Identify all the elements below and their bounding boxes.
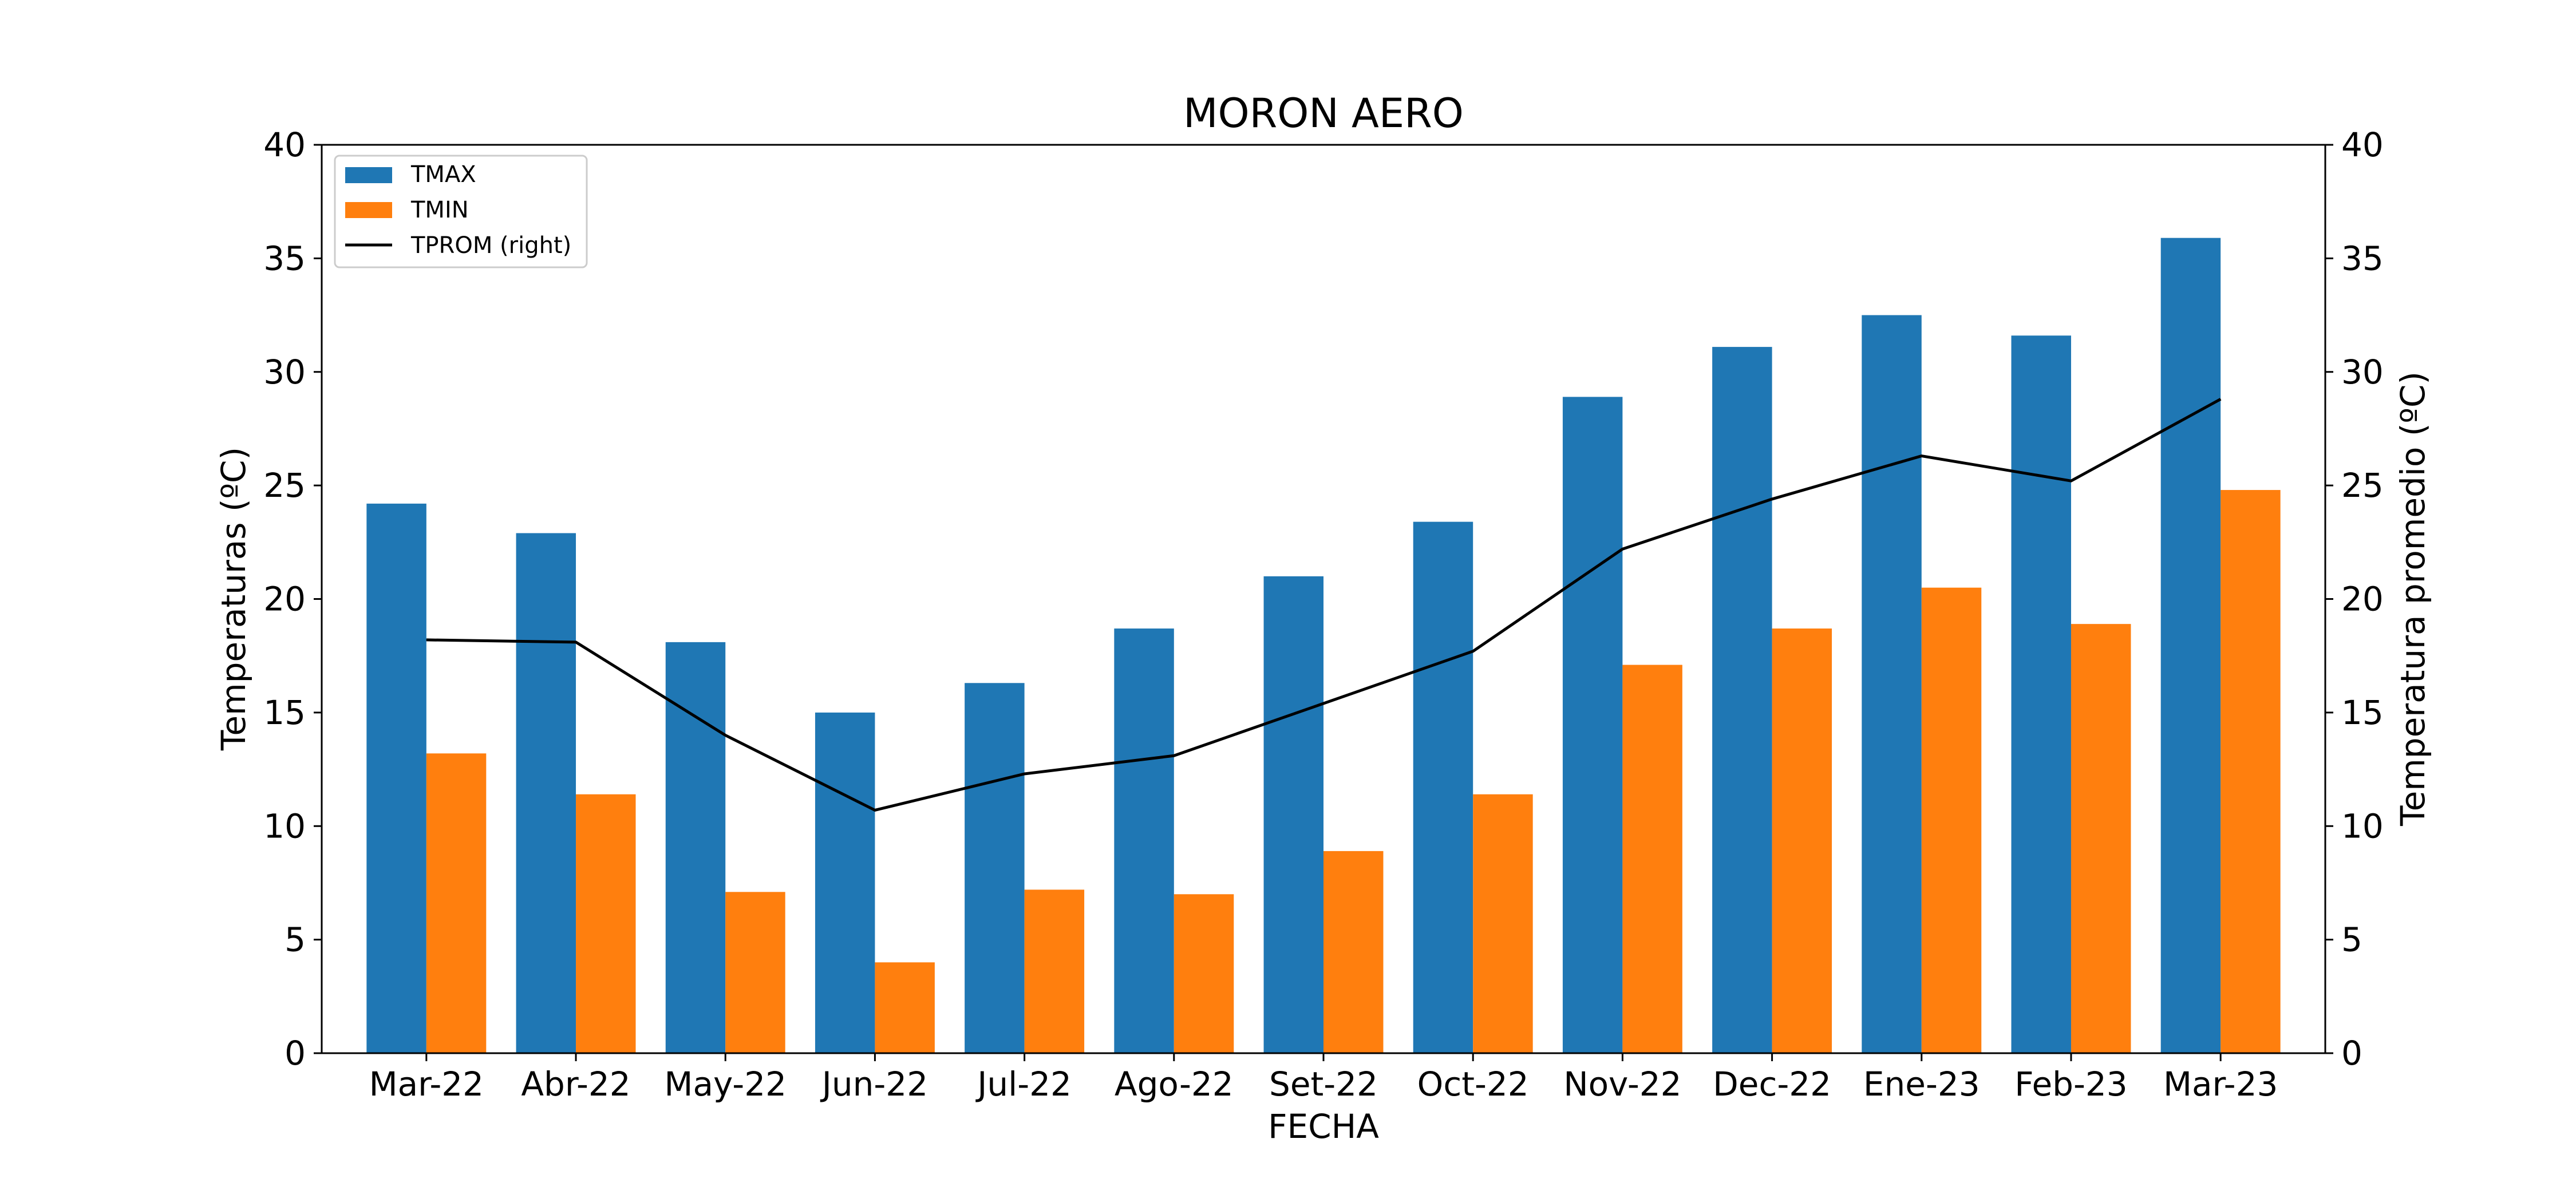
legend-label-tmin: TMIN bbox=[410, 197, 469, 223]
point-tprom-right-set-22 bbox=[1323, 703, 1324, 704]
x-axis-label: FECHA bbox=[1268, 1107, 1379, 1146]
bar-tmax-jun-22 bbox=[815, 712, 875, 1053]
bar-tmax-nov-22 bbox=[1562, 397, 1623, 1053]
legend-swatch-tmin bbox=[345, 202, 392, 218]
bar-tmax-jul-22 bbox=[965, 683, 1025, 1053]
bar-tmin-may-22 bbox=[725, 892, 785, 1053]
bar-tmax-feb-23 bbox=[2011, 335, 2071, 1053]
legend-label-tprom: TPROM (right) bbox=[410, 232, 571, 259]
y-tick-label-left: 10 bbox=[263, 806, 306, 845]
bars-layer bbox=[366, 238, 2281, 1054]
bar-tmin-dec-22 bbox=[1772, 628, 1832, 1053]
x-tick-label-set-22: Set-22 bbox=[1269, 1065, 1378, 1104]
y-tick-label-right: 25 bbox=[2341, 466, 2384, 505]
y-tick-label-left: 30 bbox=[263, 353, 306, 392]
y-tick-label-right: 15 bbox=[2341, 693, 2384, 732]
y-tick-label-left: 5 bbox=[285, 920, 306, 959]
bar-tmin-ago-22 bbox=[1174, 894, 1234, 1053]
legend-label-tmax: TMAX bbox=[410, 161, 476, 188]
y-tick-label-left: 40 bbox=[263, 125, 306, 164]
y-tick-label-right: 35 bbox=[2341, 239, 2384, 278]
x-tick-label-jul-22: Jul-22 bbox=[975, 1065, 1072, 1104]
x-tick-label-jun-22: Jun-22 bbox=[820, 1065, 928, 1104]
y-axis-left: 0 5 10 15 20 25 30 35 40 bbox=[263, 125, 322, 1073]
legend-swatch-tmax bbox=[345, 167, 392, 183]
bar-tmax-mar-22 bbox=[366, 503, 426, 1053]
bar-tmin-mar-22 bbox=[426, 753, 487, 1053]
y-tick-label-right: 30 bbox=[2341, 353, 2384, 392]
bar-tmax-abr-22 bbox=[516, 533, 576, 1053]
y-tick-label-left: 15 bbox=[263, 693, 306, 732]
x-tick-label-abr-22: Abr-22 bbox=[521, 1065, 630, 1104]
y-axis-label-left: Temperaturas (ºC) bbox=[214, 447, 253, 751]
bar-tmin-jun-22 bbox=[875, 962, 935, 1053]
bar-tmin-jul-22 bbox=[1024, 889, 1085, 1053]
legend: TMAX TMIN TPROM (right) bbox=[334, 155, 588, 268]
x-tick-label-feb-23: Feb-23 bbox=[2014, 1065, 2127, 1104]
y-tick-label-left: 25 bbox=[263, 466, 306, 505]
x-tick-label-ene-23: Ene-23 bbox=[1863, 1065, 1980, 1104]
bar-tmax-mar-23 bbox=[2160, 238, 2221, 1054]
y-tick-label-left: 20 bbox=[263, 580, 306, 619]
bar-tmax-may-22 bbox=[665, 642, 726, 1053]
point-tprom-right-may-22 bbox=[725, 735, 726, 736]
point-tprom-right-jul-22 bbox=[1024, 773, 1025, 774]
line-layer bbox=[426, 398, 2222, 812]
bar-tmax-set-22 bbox=[1263, 576, 1323, 1053]
bar-tmin-set-22 bbox=[1323, 851, 1384, 1053]
y-axis-label-right: Temperatura promedio (ºC) bbox=[2393, 371, 2432, 827]
bar-tmin-abr-22 bbox=[576, 794, 636, 1053]
bar-tmax-oct-22 bbox=[1413, 521, 1473, 1053]
y-tick-label-right: 0 bbox=[2341, 1034, 2362, 1073]
x-axis: Mar-22 Abr-22 May-22 Jun-22 Jul-22 Ago-22 Set-… bbox=[369, 1053, 2278, 1104]
y-tick-label-left: 35 bbox=[263, 239, 306, 278]
x-tick-label-ago-22: Ago-22 bbox=[1115, 1065, 1234, 1104]
x-tick-label-mar-22: Mar-22 bbox=[369, 1065, 484, 1104]
x-tick-label-may-22: May-22 bbox=[664, 1065, 787, 1104]
bar-tmin-ene-23 bbox=[1921, 587, 1982, 1053]
bar-tmin-oct-22 bbox=[1473, 794, 1533, 1053]
bar-tmax-ago-22 bbox=[1114, 628, 1174, 1053]
y-axis-right: 0 5 10 15 20 25 30 35 40 bbox=[2325, 125, 2384, 1073]
bar-tmax-dec-22 bbox=[1712, 347, 1772, 1054]
x-tick-label-dec-22: Dec-22 bbox=[1713, 1065, 1831, 1104]
y-tick-label-left: 0 bbox=[285, 1034, 306, 1073]
chart-title: MORON AERO bbox=[1183, 90, 1464, 137]
x-tick-label-nov-22: Nov-22 bbox=[1563, 1065, 1681, 1104]
y-tick-label-right: 20 bbox=[2341, 580, 2384, 619]
y-tick-label-right: 40 bbox=[2341, 125, 2384, 164]
bar-tmin-mar-23 bbox=[2221, 490, 2281, 1053]
y-tick-label-right: 10 bbox=[2341, 806, 2384, 845]
bar-tmin-nov-22 bbox=[1622, 665, 1682, 1053]
x-tick-label-oct-22: Oct-22 bbox=[1417, 1065, 1529, 1104]
bar-tmin-feb-23 bbox=[2071, 624, 2131, 1053]
x-tick-label-mar-23: Mar-23 bbox=[2163, 1065, 2278, 1104]
legend-box bbox=[334, 155, 588, 268]
y-tick-label-right: 5 bbox=[2341, 920, 2362, 959]
bar-tmax-ene-23 bbox=[1862, 315, 1922, 1053]
